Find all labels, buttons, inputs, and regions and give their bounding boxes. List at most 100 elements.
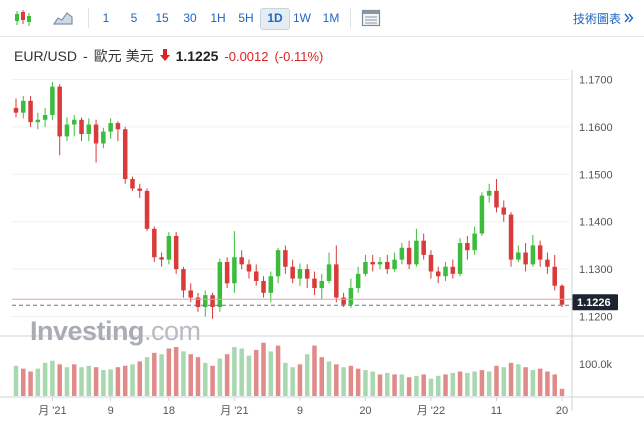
candle-body xyxy=(370,262,375,265)
candle-body xyxy=(392,259,397,270)
volume-bar xyxy=(472,371,477,396)
volume-bar xyxy=(479,370,485,396)
volume-bar xyxy=(355,368,361,396)
volume-bar xyxy=(159,354,164,396)
volume-bar xyxy=(253,349,259,396)
candle-body xyxy=(246,264,252,272)
volume-bar xyxy=(268,351,274,396)
candle-body xyxy=(93,124,99,144)
watermark-suffix: .com xyxy=(144,316,201,346)
volume-bar xyxy=(261,342,266,396)
candle-body xyxy=(297,269,303,279)
candle-body xyxy=(312,278,317,289)
advanced-chart-link[interactable]: 技術圖表 xyxy=(573,10,634,27)
candle-body xyxy=(275,250,281,277)
candle-body xyxy=(290,266,295,279)
volume-bar xyxy=(501,367,507,396)
candle-body xyxy=(341,297,346,305)
x-tick-label: 18 xyxy=(163,405,175,417)
candle-body xyxy=(130,179,135,189)
candle-body xyxy=(486,190,492,196)
candle-body xyxy=(334,264,339,298)
volume-bar xyxy=(385,372,390,396)
candle-body xyxy=(435,271,441,277)
last-price-label: 1.1226 xyxy=(577,297,611,309)
toolbar-separator xyxy=(88,8,89,28)
candle-body xyxy=(406,247,412,265)
volume-bar xyxy=(275,345,281,396)
volume-bar xyxy=(181,351,186,396)
candle-body xyxy=(530,245,536,265)
toolbar-separator xyxy=(350,8,351,28)
candle-body xyxy=(523,252,528,265)
volume-bar xyxy=(93,367,99,396)
candle-body xyxy=(101,131,106,144)
candle-body xyxy=(326,264,332,281)
volume-bar xyxy=(42,362,48,396)
candle-body xyxy=(428,254,434,272)
timeframe-15[interactable]: 15 xyxy=(155,11,169,25)
volume-bar xyxy=(115,367,121,396)
candle-body xyxy=(552,266,557,286)
timeframe-5h[interactable]: 5H xyxy=(238,11,254,25)
candle-body xyxy=(261,280,266,293)
candle-body xyxy=(501,207,507,215)
candle-body xyxy=(21,100,26,113)
timeframe-5[interactable]: 5 xyxy=(130,11,138,25)
candle-body xyxy=(64,124,70,137)
candle-body xyxy=(508,214,514,260)
candle-body xyxy=(399,247,405,260)
volume-bar xyxy=(443,374,448,396)
timeframe-1w[interactable]: 1W xyxy=(293,11,311,25)
volume-bars xyxy=(13,342,565,396)
volume-bar xyxy=(290,367,295,396)
timeframe-1m[interactable]: 1M xyxy=(322,11,340,25)
y-tick-label: 1.1400 xyxy=(579,217,613,229)
price-chart[interactable]: 1.1226 1.17001.16001.15001.14001.13001.1… xyxy=(0,70,644,441)
candle-body xyxy=(122,129,128,180)
symbol-separator: - xyxy=(83,48,88,64)
y-tick-label: 1.1700 xyxy=(579,74,613,86)
volume-bar xyxy=(530,370,536,396)
volume-bar xyxy=(465,372,470,396)
x-tick-label: 月 '22 xyxy=(417,405,445,417)
investing-watermark: Investing.com xyxy=(30,316,201,347)
timeframe-1h[interactable]: 1H xyxy=(210,11,226,25)
candle-body xyxy=(159,257,164,260)
volume-bar xyxy=(494,365,499,396)
candle-body xyxy=(443,266,448,277)
volume-bar xyxy=(559,388,565,396)
candle-body xyxy=(304,269,310,279)
volume-bar xyxy=(86,365,92,396)
volume-bar xyxy=(144,357,150,396)
candle-body xyxy=(203,295,208,308)
volume-bar xyxy=(508,362,514,396)
volume-bar xyxy=(224,354,230,396)
area-chart-icon[interactable] xyxy=(52,9,74,27)
timeframe-30[interactable]: 30 xyxy=(183,11,197,25)
volume-bar xyxy=(283,362,288,396)
timeframe-1[interactable]: 1 xyxy=(102,11,110,25)
candle-body xyxy=(166,235,172,260)
volume-bar xyxy=(377,374,383,396)
price-lines: 1.1226 xyxy=(12,294,618,311)
candlestick-chart-icon[interactable] xyxy=(12,9,34,27)
data-table-icon[interactable] xyxy=(360,9,382,27)
last-price: 1.1225 xyxy=(175,48,219,64)
volume-bar xyxy=(57,364,62,396)
timeframe-1d[interactable]: 1D xyxy=(260,8,290,30)
candle-body xyxy=(385,262,390,270)
volume-bar xyxy=(435,375,441,396)
volume-bar xyxy=(537,368,543,396)
candle-body xyxy=(457,243,463,274)
x-tick-label: 月 '21 xyxy=(220,405,248,417)
volume-bar xyxy=(188,354,193,396)
candle-body xyxy=(559,285,565,305)
time-axis: 月 '21 9 18 月 '21 9 20 月 '22 11 20 xyxy=(0,396,644,417)
volume-bar xyxy=(414,375,419,396)
candle-body xyxy=(421,240,426,255)
volume-bar xyxy=(28,371,33,396)
y-tick-label: 1.1300 xyxy=(579,264,613,276)
volume-bar xyxy=(348,365,354,396)
candle-body xyxy=(545,259,550,267)
